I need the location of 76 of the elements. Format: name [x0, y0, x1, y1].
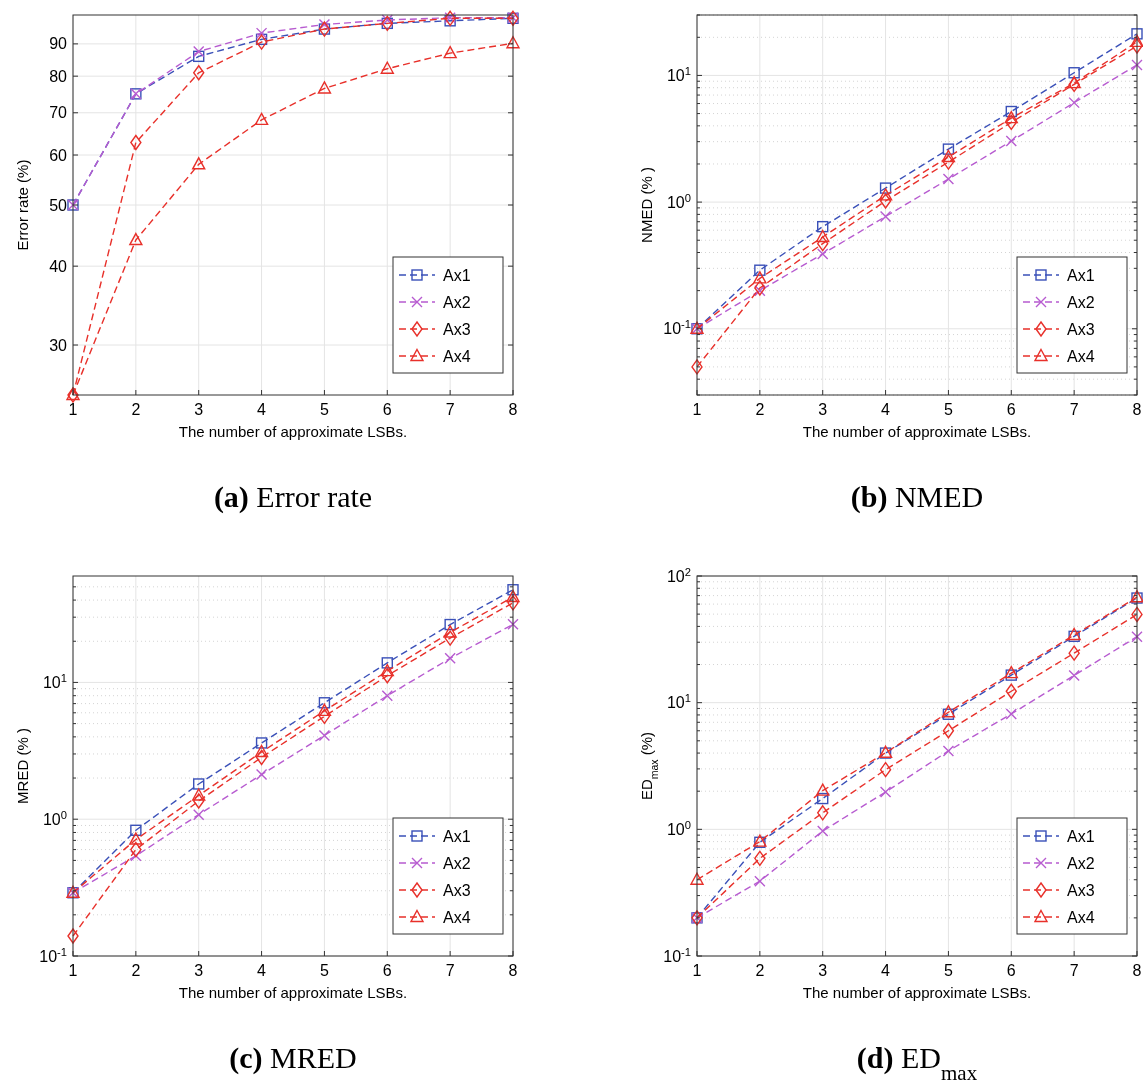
x-tick-label: 3: [194, 401, 204, 418]
legend-label: Ax4: [1067, 347, 1095, 365]
x-tick-label: 5: [943, 401, 953, 418]
x-tick-label: 4: [257, 401, 267, 418]
x-tick-label: 8: [1132, 401, 1142, 418]
x-tick-label: 7: [445, 962, 455, 979]
legend-label: Ax1: [443, 266, 471, 284]
x-tick-label: 2: [755, 401, 765, 418]
y-tick-label: 40: [49, 257, 68, 275]
legend-label: Ax3: [443, 320, 471, 338]
legend-label: Ax1: [1067, 827, 1095, 845]
x-tick-label: 1: [68, 962, 78, 979]
y-tick-label: 30: [49, 336, 68, 354]
x-tick-label: 1: [68, 401, 78, 418]
y-tick-label: 10$^{0}$: [666, 818, 691, 838]
legend-label: Ax1: [1067, 266, 1095, 284]
x-tick-label: 6: [382, 962, 392, 979]
x-tick-label: 2: [131, 401, 141, 418]
x-tick-label: 4: [257, 962, 267, 979]
legend-label: Ax2: [1067, 293, 1095, 311]
x-tick-label: 5: [943, 962, 953, 979]
y-axis-title: NMED (% ): [638, 167, 655, 243]
legend-label: Ax3: [1067, 881, 1095, 899]
y-axis-title: MRED (% ): [14, 728, 31, 804]
y-tick-label: 10$^{-1}$: [663, 318, 691, 338]
x-tick-label: 7: [1069, 401, 1079, 418]
x-tick-label: 5: [319, 962, 329, 979]
legend-label: Ax3: [1067, 320, 1095, 338]
y-tick-label: 90: [49, 35, 68, 53]
x-tick-label: 7: [1069, 962, 1079, 979]
y-tick-label: 60: [49, 146, 68, 164]
x-tick-label: 1: [692, 962, 702, 979]
text: (b) NMED: [850, 480, 984, 514]
x-tick-label: 8: [1132, 962, 1142, 979]
legend-label: Ax1: [443, 827, 471, 845]
legend-label: Ax4: [443, 908, 471, 926]
y-tick-label: 10$^{0}$: [42, 808, 67, 828]
y-tick-label: 70: [49, 104, 68, 122]
text: (d) ED$_{max}$: [856, 1041, 978, 1082]
y-tick-label: 10$^{-1}$: [39, 945, 67, 965]
y-axis-title: Error rate (%): [14, 159, 31, 251]
legend-label: Ax2: [443, 293, 471, 311]
text: (c) MRED: [229, 1041, 357, 1075]
legend-label: Ax2: [443, 854, 471, 872]
x-axis-title: The number of approximate LSBs.: [178, 423, 408, 440]
x-tick-label: 2: [131, 962, 141, 979]
y-tick-label: 10$^{-1}$: [663, 945, 691, 965]
y-tick-label: 10$^{2}$: [666, 565, 691, 585]
y-tick-label: 10$^{0}$: [666, 191, 691, 211]
y-tick-label: 50: [49, 196, 68, 214]
x-tick-label: 6: [382, 401, 392, 418]
x-tick-label: 5: [319, 401, 329, 418]
x-tick-label: 6: [1006, 401, 1016, 418]
x-tick-label: 8: [508, 401, 518, 418]
legend-label: Ax4: [1067, 908, 1095, 926]
x-axis-title: The number of approximate LSBs.: [802, 423, 1032, 440]
text: (a) Error rate: [213, 480, 373, 514]
x-tick-label: 6: [1006, 962, 1016, 979]
x-tick-label: 4: [881, 962, 891, 979]
legend-label: Ax2: [1067, 854, 1095, 872]
x-axis-title: The number of approximate LSBs.: [802, 984, 1032, 1001]
legend-label: Ax4: [443, 347, 471, 365]
y-tick-label: 10$^{1}$: [666, 692, 691, 712]
y-tick-label: 10$^{1}$: [666, 65, 691, 85]
x-axis-title: The number of approximate LSBs.: [178, 984, 408, 1001]
x-tick-label: 4: [881, 401, 891, 418]
x-tick-label: 8: [508, 962, 518, 979]
x-tick-label: 2: [755, 962, 765, 979]
legend-label: Ax3: [443, 881, 471, 899]
x-tick-label: 3: [818, 962, 828, 979]
x-tick-label: 3: [194, 962, 204, 979]
x-tick-label: 3: [818, 401, 828, 418]
y-tick-label: 80: [49, 67, 68, 85]
x-tick-label: 7: [445, 401, 455, 418]
x-tick-label: 1: [692, 401, 702, 418]
y-tick-label: 10$^{1}$: [42, 672, 67, 692]
